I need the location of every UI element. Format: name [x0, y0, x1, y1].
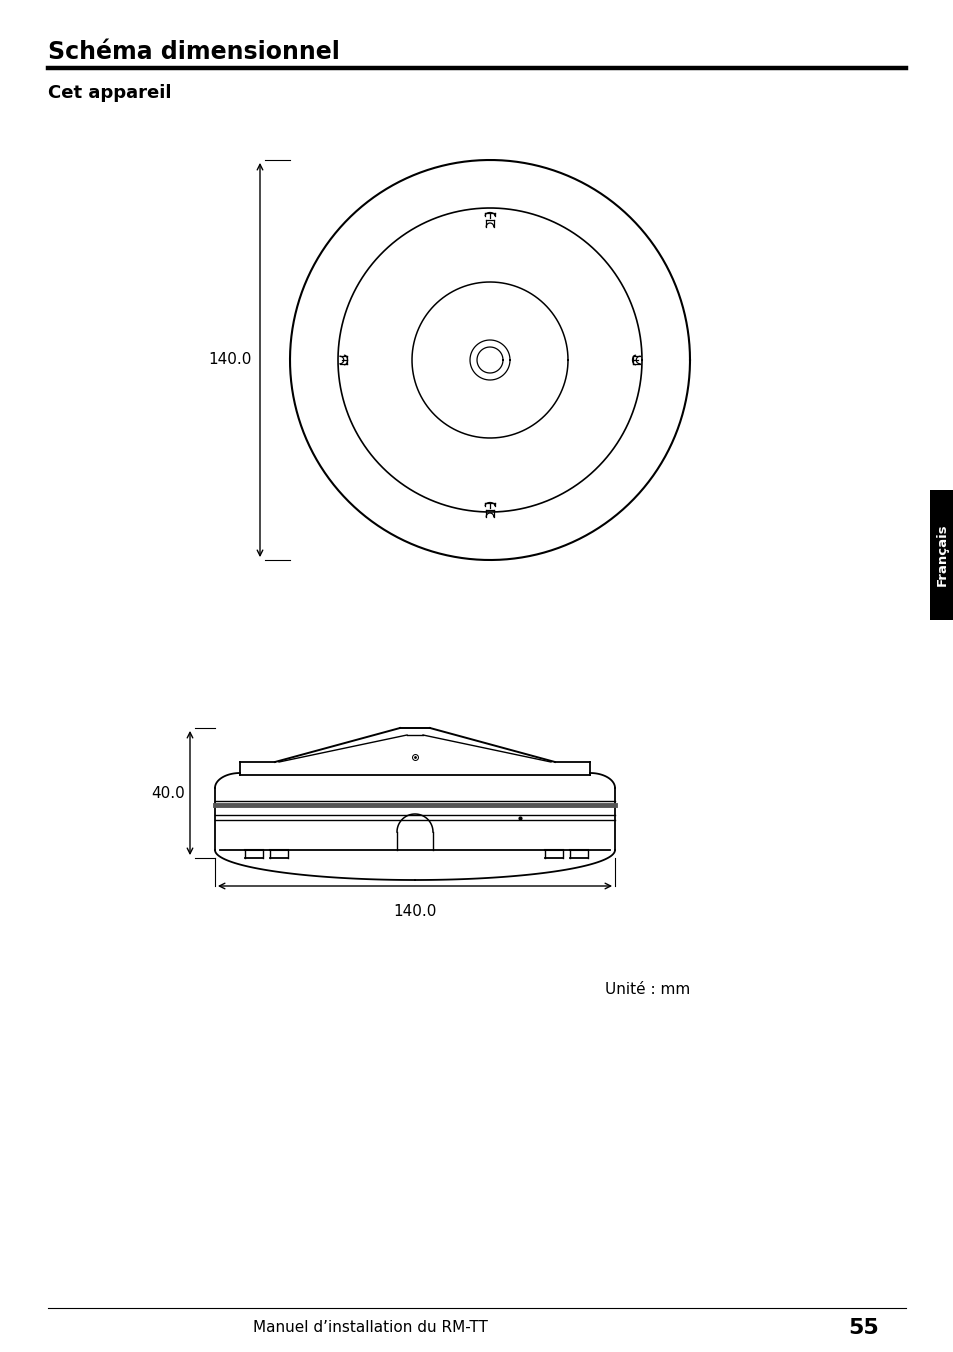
- Text: Cet appareil: Cet appareil: [48, 84, 172, 101]
- Text: 140.0: 140.0: [209, 353, 252, 368]
- Text: Manuel d’installation du RM-TT: Manuel d’installation du RM-TT: [253, 1321, 487, 1336]
- Text: 55: 55: [847, 1318, 878, 1338]
- Text: Unité : mm: Unité : mm: [604, 983, 690, 998]
- Text: 140.0: 140.0: [393, 904, 436, 919]
- Bar: [929, 489, 953, 621]
- Text: Schéma dimensionnel: Schéma dimensionnel: [48, 41, 339, 64]
- Text: 40.0: 40.0: [152, 786, 185, 800]
- Text: Français: Français: [935, 523, 947, 587]
